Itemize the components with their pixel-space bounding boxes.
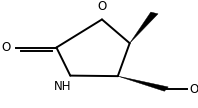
- Text: O: O: [97, 1, 107, 14]
- Text: NH: NH: [54, 80, 71, 93]
- Polygon shape: [118, 76, 168, 91]
- Text: O: O: [2, 41, 11, 54]
- Polygon shape: [130, 12, 158, 43]
- Text: OH: OH: [189, 83, 198, 96]
